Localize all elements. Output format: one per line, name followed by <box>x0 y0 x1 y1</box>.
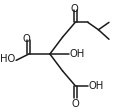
Text: O: O <box>23 34 30 44</box>
Text: O: O <box>71 99 78 109</box>
Text: HO: HO <box>0 54 15 64</box>
Text: O: O <box>70 4 77 14</box>
Text: OH: OH <box>88 81 103 91</box>
Text: OH: OH <box>69 49 84 59</box>
